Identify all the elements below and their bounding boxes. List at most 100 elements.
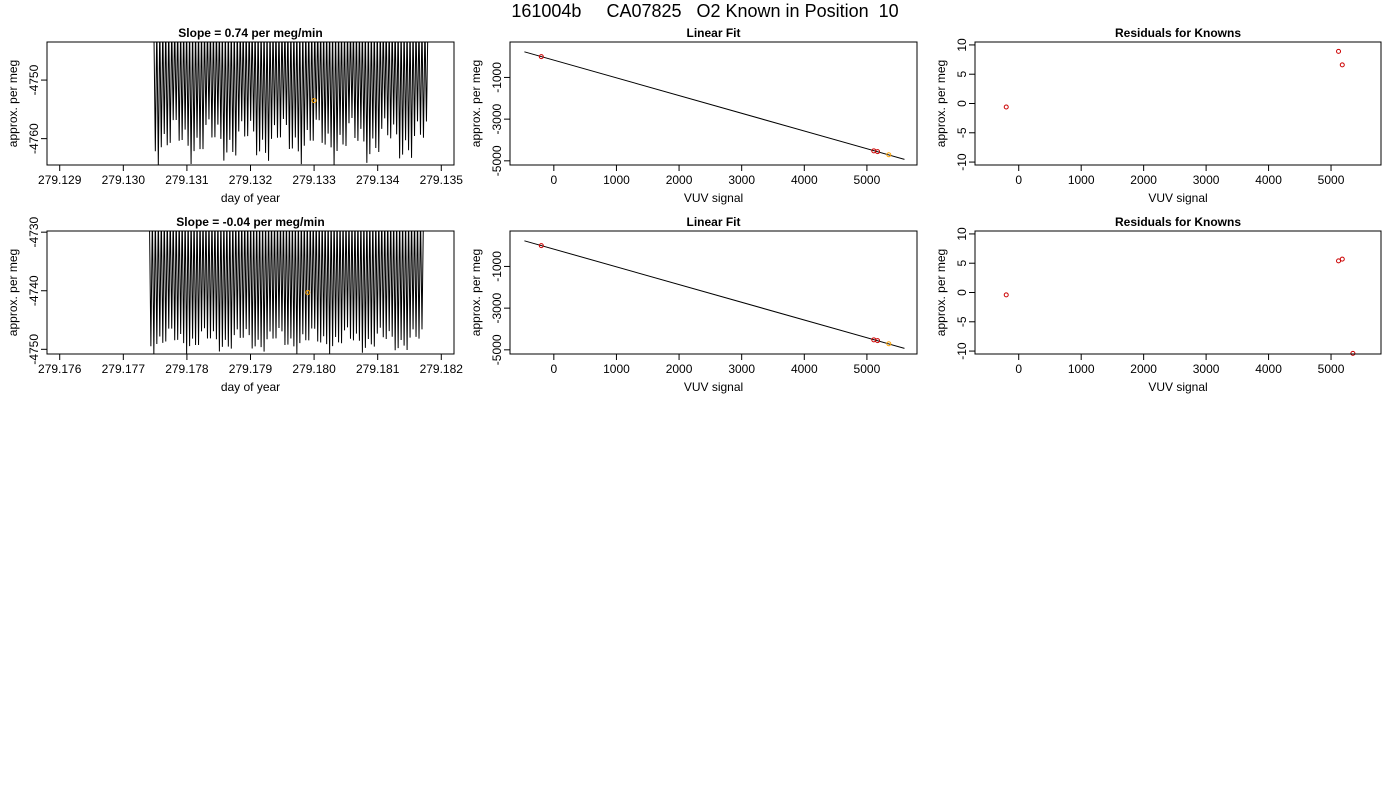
chart-panel-2: Linear Fit 0 1000 2000 3000 4000 5000 VUV signa… bbox=[469, 26, 918, 205]
data-point bbox=[886, 152, 892, 158]
data-point bbox=[875, 149, 881, 155]
chart-title: Slope = -0.04 per meg/min bbox=[176, 215, 324, 229]
x-tick-label: 279.181 bbox=[356, 362, 400, 376]
y-tick-label: -5000 bbox=[490, 145, 504, 176]
sample-marker bbox=[311, 98, 317, 104]
plot-frame bbox=[509, 230, 918, 355]
y-tick-label: -4730 bbox=[27, 217, 41, 248]
data-point bbox=[1003, 292, 1009, 298]
x-tick-label: 0 bbox=[550, 362, 557, 376]
y-axis-label: approx. per meg bbox=[934, 60, 948, 147]
x-tick-label: 1000 bbox=[1068, 362, 1095, 376]
data-point bbox=[1003, 104, 1009, 110]
x-tick-label: 3000 bbox=[728, 173, 755, 187]
x-axis-label: VUV signal bbox=[684, 191, 743, 205]
data-point bbox=[1339, 62, 1345, 68]
x-tick-label: 2000 bbox=[1130, 173, 1157, 187]
y-tick-label: -4760 bbox=[27, 123, 41, 154]
x-tick-label: 4000 bbox=[1255, 173, 1282, 187]
figure-title: 161004b CA07825 O2 Known in Position 10 bbox=[511, 1, 899, 21]
x-tick-label: 3000 bbox=[728, 362, 755, 376]
x-axis-label: VUV signal bbox=[1148, 380, 1207, 394]
x-tick-label: 279.180 bbox=[292, 362, 336, 376]
chart-panel-4: Slope = -0.04 per meg/min 279.176 279.177 2… bbox=[6, 215, 464, 394]
plot-data bbox=[524, 51, 905, 160]
fit-line bbox=[524, 240, 905, 349]
y-tick-label: -4750 bbox=[27, 64, 41, 95]
x-axis-label: day of year bbox=[221, 380, 280, 394]
y-tick-label: -1000 bbox=[490, 251, 504, 282]
y-tick-label: -3000 bbox=[490, 103, 504, 134]
signal-trace bbox=[149, 231, 424, 354]
x-tick-label: 279.132 bbox=[229, 173, 273, 187]
x-axis-label: VUV signal bbox=[1148, 191, 1207, 205]
x-tick-label: 279.176 bbox=[38, 362, 82, 376]
chart-panel-1: Slope = 0.74 per meg/min 279.129 279.130 27… bbox=[6, 26, 464, 205]
x-tick-label: 5000 bbox=[854, 362, 881, 376]
chart-panel-5: Linear Fit 0 1000 2000 3000 4000 5000 VUV signa… bbox=[469, 215, 918, 394]
plot-frame bbox=[46, 230, 455, 355]
chart-title: Linear Fit bbox=[686, 26, 740, 40]
y-tick-label: -5000 bbox=[490, 334, 504, 365]
x-tick-label: 279.135 bbox=[420, 173, 464, 187]
x-tick-label: 0 bbox=[1015, 362, 1022, 376]
chart-title: Residuals for Knowns bbox=[1115, 215, 1241, 229]
plot-data bbox=[153, 42, 429, 165]
y-tick-label: 10 bbox=[955, 38, 969, 52]
y-tick-label: -10 bbox=[955, 153, 969, 171]
x-tick-label: 2000 bbox=[666, 362, 693, 376]
fit-line bbox=[524, 51, 905, 160]
x-tick-label: 279.133 bbox=[292, 173, 336, 187]
x-tick-label: 279.134 bbox=[356, 173, 400, 187]
chart-panel-3: Residuals for Knowns 0 1000 2000 3000 4000 500… bbox=[934, 26, 1382, 205]
y-tick-label: 5 bbox=[955, 71, 969, 78]
x-tick-label: 279.182 bbox=[420, 362, 464, 376]
y-tick-label: 0 bbox=[955, 289, 969, 296]
plot-frame bbox=[974, 230, 1382, 355]
data-point bbox=[538, 243, 544, 249]
x-tick-label: 5000 bbox=[1318, 362, 1345, 376]
y-tick-label: 10 bbox=[955, 227, 969, 241]
x-tick-label: 279.177 bbox=[102, 362, 146, 376]
x-tick-label: 279.179 bbox=[229, 362, 273, 376]
y-axis-label: approx. per meg bbox=[6, 249, 20, 336]
plot-data bbox=[524, 240, 905, 349]
y-tick-label: -10 bbox=[955, 342, 969, 360]
sample-marker bbox=[305, 290, 311, 295]
y-tick-label: -5 bbox=[955, 316, 969, 327]
data-point bbox=[1350, 350, 1356, 356]
x-tick-label: 0 bbox=[550, 173, 557, 187]
y-axis-label: approx. per meg bbox=[934, 249, 948, 336]
x-tick-label: 3000 bbox=[1193, 362, 1220, 376]
x-tick-label: 4000 bbox=[791, 362, 818, 376]
data-point bbox=[1336, 48, 1342, 54]
chart-title: Slope = 0.74 per meg/min bbox=[178, 26, 322, 40]
x-axis-label: VUV signal bbox=[684, 380, 743, 394]
x-tick-label: 2000 bbox=[666, 173, 693, 187]
y-tick-label: 0 bbox=[955, 100, 969, 107]
y-tick-label: -1000 bbox=[490, 62, 504, 93]
plot-frame bbox=[509, 41, 918, 166]
chart-title: Residuals for Knowns bbox=[1115, 26, 1241, 40]
x-tick-label: 5000 bbox=[854, 173, 881, 187]
y-axis-label: approx. per meg bbox=[469, 249, 483, 336]
x-tick-label: 4000 bbox=[791, 173, 818, 187]
x-tick-label: 1000 bbox=[603, 173, 630, 187]
data-point bbox=[875, 338, 881, 344]
y-tick-label: -4750 bbox=[27, 334, 41, 365]
x-tick-label: 0 bbox=[1015, 173, 1022, 187]
data-point bbox=[1339, 256, 1345, 262]
y-tick-label: -4740 bbox=[27, 275, 41, 306]
data-point bbox=[886, 341, 892, 347]
x-tick-label: 1000 bbox=[1068, 173, 1095, 187]
y-tick-label: 5 bbox=[955, 260, 969, 267]
chart-title: Linear Fit bbox=[686, 215, 740, 229]
x-tick-label: 279.130 bbox=[102, 173, 146, 187]
y-tick-label: -5 bbox=[955, 127, 969, 138]
x-axis-label: day of year bbox=[221, 191, 280, 205]
x-tick-label: 5000 bbox=[1318, 173, 1345, 187]
chart-panel-6: Residuals for Knowns 0 1000 2000 3000 4000 500… bbox=[934, 215, 1382, 394]
y-axis-label: approx. per meg bbox=[6, 60, 20, 147]
x-tick-label: 1000 bbox=[603, 362, 630, 376]
